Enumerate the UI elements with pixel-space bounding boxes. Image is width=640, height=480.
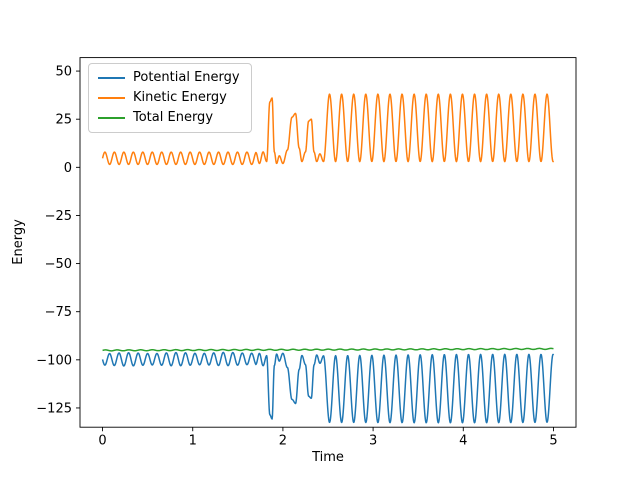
series-line-potential-energy [101, 351, 555, 424]
series-line-total-energy [102, 347, 554, 352]
y-tick-label: −75 [45, 305, 72, 320]
series-line-kinetic-energy [101, 93, 555, 166]
y-axis-label: Energy [11, 219, 26, 265]
legend: Potential Energy Kinetic Energy Total En… [88, 63, 252, 133]
legend-item-kinetic: Kinetic Energy [98, 91, 240, 104]
legend-line-sample-total [98, 116, 125, 119]
x-tick-label: 4 [459, 434, 467, 449]
x-tick-label: 2 [279, 434, 287, 449]
y-tick-label: −50 [45, 257, 72, 272]
x-axis-label: Time [311, 450, 344, 465]
legend-label-potential: Potential Energy [133, 70, 240, 85]
series-group [101, 93, 555, 424]
x-tick-label: 3 [369, 434, 377, 449]
y-tick-label: 25 [55, 113, 72, 128]
ticks-group: 0 1 2 3 4 5 50 25 0 −25 −50 −75 −100 −125 [36, 65, 557, 449]
legend-item-potential: Potential Energy [98, 71, 240, 84]
y-tick-label: 50 [55, 65, 72, 80]
legend-label-total: Total Energy [133, 110, 214, 125]
x-tick-label: 1 [189, 434, 197, 449]
legend-label-kinetic: Kinetic Energy [133, 90, 227, 105]
y-tick-label: −125 [36, 401, 72, 416]
legend-item-total: Total Energy [98, 111, 240, 124]
y-tick-label: −25 [45, 209, 72, 224]
y-tick-label: −100 [36, 353, 72, 368]
x-tick-label: 0 [98, 434, 106, 449]
legend-line-sample-kinetic [98, 96, 125, 99]
x-tick-label: 5 [549, 434, 557, 449]
legend-line-sample-potential [98, 76, 125, 79]
axes-spines [79, 57, 577, 428]
y-tick-label: 0 [64, 161, 72, 176]
